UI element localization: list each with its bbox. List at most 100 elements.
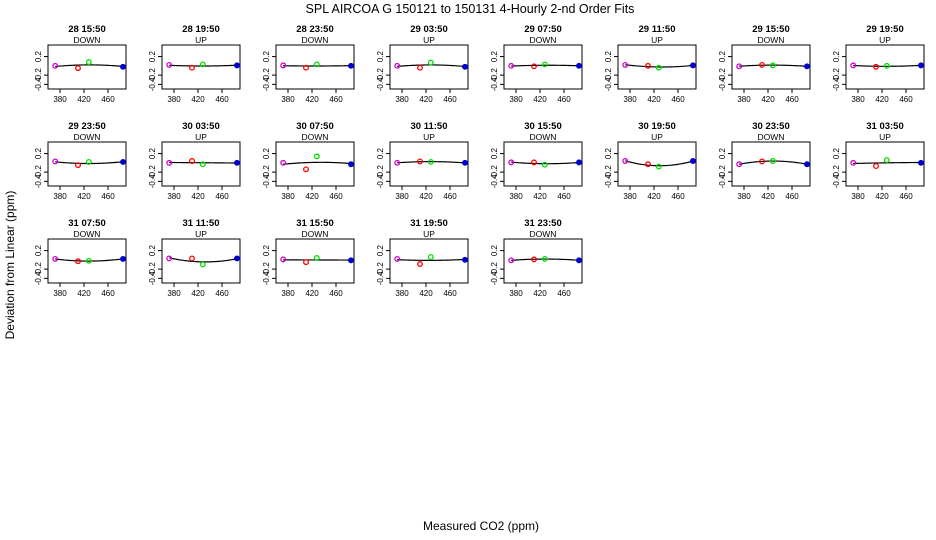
panel-title: 28 15:50 bbox=[68, 24, 106, 35]
data-point bbox=[622, 61, 629, 68]
data-point bbox=[75, 258, 81, 265]
x-tick-label: 420 bbox=[761, 95, 775, 104]
data-point bbox=[199, 161, 206, 168]
x-tick-label: 380 bbox=[509, 192, 523, 201]
panel-direction: DOWN bbox=[74, 35, 101, 45]
data-point bbox=[541, 161, 548, 168]
y-tick-label: 0.2 bbox=[34, 147, 43, 159]
data-point bbox=[655, 64, 662, 71]
panel-direction: UP bbox=[879, 132, 891, 142]
x-tick-label: 420 bbox=[875, 192, 889, 201]
y-tick-label: 0.2 bbox=[34, 50, 43, 62]
y-tick-label: -0.2 bbox=[376, 165, 385, 179]
y-tick-label: -0.2 bbox=[718, 68, 727, 82]
x-tick-label: 460 bbox=[443, 192, 457, 201]
panel-frame bbox=[731, 44, 811, 90]
x-tick-label: 380 bbox=[53, 192, 67, 201]
x-tick-label: 380 bbox=[53, 289, 67, 298]
panel-title: 30 11:50 bbox=[411, 121, 448, 132]
panel-direction: DOWN bbox=[530, 229, 557, 239]
panel-direction: UP bbox=[879, 35, 891, 45]
panel-frame bbox=[275, 238, 355, 284]
fit-curve bbox=[169, 64, 238, 67]
y-tick-label: 0.2 bbox=[376, 244, 385, 256]
x-tick-label: 420 bbox=[419, 289, 433, 298]
data-point bbox=[394, 62, 401, 69]
data-point bbox=[280, 256, 287, 263]
x-tick-label: 460 bbox=[329, 95, 343, 104]
panel-title: 29 03:50 bbox=[410, 24, 448, 35]
y-tick-label: -0.2 bbox=[490, 165, 499, 179]
x-tick-label: 380 bbox=[167, 289, 181, 298]
panel-frame bbox=[47, 238, 127, 284]
data-point bbox=[622, 158, 629, 164]
x-tick-label: 460 bbox=[101, 192, 115, 201]
panel-direction: UP bbox=[423, 35, 435, 45]
x-tick-label: 380 bbox=[623, 95, 637, 104]
fit-curve bbox=[511, 258, 580, 261]
y-tick-label: 0.2 bbox=[262, 147, 271, 159]
y-tick-label: -0.2 bbox=[376, 262, 385, 276]
x-tick-label: 460 bbox=[557, 192, 571, 201]
data-point bbox=[394, 159, 401, 166]
y-tick-label: 0.2 bbox=[604, 147, 613, 159]
panel-title: 30 07:50 bbox=[296, 121, 334, 132]
data-point bbox=[189, 64, 195, 71]
x-tick-label: 460 bbox=[557, 95, 571, 104]
data-point bbox=[462, 63, 468, 70]
fit-curve bbox=[283, 161, 352, 165]
x-tick-label: 380 bbox=[737, 192, 751, 201]
data-point bbox=[759, 61, 765, 68]
data-point bbox=[576, 257, 582, 264]
panel-frame bbox=[47, 141, 127, 187]
x-tick-label: 420 bbox=[191, 192, 205, 201]
y-tick-label: -0.4 bbox=[262, 77, 271, 91]
y-tick-label: 0.2 bbox=[148, 50, 157, 62]
y-tick-label: -0.4 bbox=[490, 174, 499, 188]
panel-frame bbox=[731, 141, 811, 187]
x-tick-label: 380 bbox=[281, 95, 295, 104]
y-tick-label: -0.2 bbox=[148, 165, 157, 179]
panel-direction: DOWN bbox=[302, 229, 329, 239]
panel-frame bbox=[389, 44, 469, 90]
data-point bbox=[531, 63, 537, 70]
panel-title: 30 19:50 bbox=[638, 121, 676, 132]
y-tick-label: 0.2 bbox=[490, 50, 499, 62]
x-tick-label: 460 bbox=[101, 289, 115, 298]
x-tick-label: 460 bbox=[671, 95, 685, 104]
y-tick-label: -0.2 bbox=[148, 262, 157, 276]
data-point bbox=[75, 162, 81, 169]
data-point bbox=[541, 61, 548, 68]
y-tick-label: -0.2 bbox=[832, 68, 841, 82]
panel-frame bbox=[617, 141, 697, 187]
data-point bbox=[769, 158, 776, 164]
panel-frame bbox=[845, 141, 925, 187]
x-tick-label: 460 bbox=[899, 95, 913, 104]
data-point bbox=[348, 161, 354, 168]
data-point bbox=[417, 64, 423, 71]
y-tick-label: -0.2 bbox=[718, 165, 727, 179]
panel-frame bbox=[503, 44, 583, 90]
panel-direction: DOWN bbox=[74, 132, 101, 142]
fit-curve bbox=[55, 161, 124, 165]
data-point bbox=[120, 63, 126, 70]
data-point bbox=[462, 256, 468, 263]
data-point bbox=[120, 158, 126, 165]
y-tick-label: 0.2 bbox=[490, 147, 499, 159]
panel-title: 29 07:50 bbox=[524, 24, 562, 35]
panel-frame bbox=[161, 141, 241, 187]
panel-title: 28 23:50 bbox=[296, 24, 334, 35]
x-tick-label: 420 bbox=[77, 192, 91, 201]
y-tick-label: -0.2 bbox=[262, 262, 271, 276]
y-tick-label: -0.2 bbox=[34, 165, 43, 179]
panel-direction: DOWN bbox=[302, 35, 329, 45]
data-point bbox=[531, 256, 537, 263]
y-tick-label: 0.2 bbox=[148, 244, 157, 256]
x-tick-label: 420 bbox=[533, 95, 547, 104]
x-tick-label: 460 bbox=[329, 289, 343, 298]
panel-direction: UP bbox=[423, 229, 435, 239]
